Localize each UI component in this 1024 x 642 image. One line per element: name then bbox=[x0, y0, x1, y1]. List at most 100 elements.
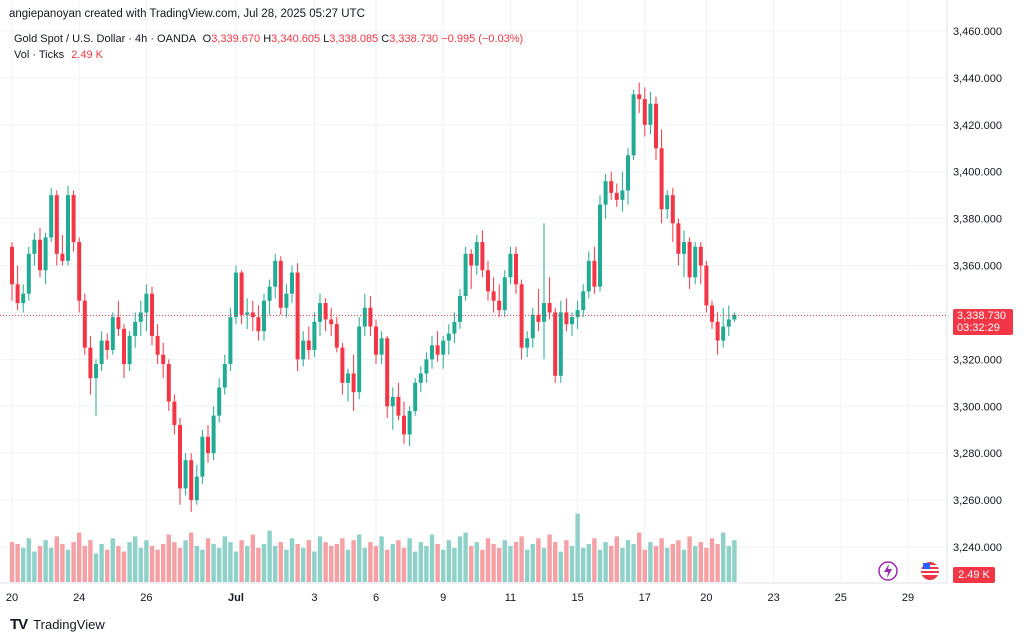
candle-body bbox=[155, 335, 160, 355]
volume-bar bbox=[575, 513, 580, 582]
volume-bar bbox=[513, 542, 519, 582]
candle-body bbox=[642, 99, 647, 125]
candle-body bbox=[54, 195, 59, 254]
footer: TV TradingView bbox=[10, 616, 105, 633]
candle bbox=[536, 289, 541, 332]
candle-body bbox=[43, 237, 48, 271]
volume-bar bbox=[194, 545, 199, 582]
candle-body bbox=[726, 319, 731, 327]
volume-bar bbox=[9, 542, 15, 582]
us-flag-icon[interactable] bbox=[921, 562, 939, 580]
volume-bar bbox=[457, 536, 463, 582]
candle bbox=[222, 354, 227, 395]
time-tick-label: 24 bbox=[73, 592, 85, 604]
candle bbox=[161, 342, 166, 379]
candle bbox=[458, 289, 462, 329]
candle bbox=[446, 324, 451, 355]
candle bbox=[542, 223, 546, 360]
volume-bar bbox=[379, 536, 384, 582]
volume-bar bbox=[373, 545, 379, 582]
candle-body bbox=[586, 260, 591, 292]
candle bbox=[659, 129, 664, 224]
candle bbox=[54, 190, 59, 266]
candle-body bbox=[71, 195, 76, 243]
candle-body bbox=[284, 293, 289, 308]
candle bbox=[110, 312, 115, 355]
volume-bar bbox=[502, 540, 507, 582]
candle-body bbox=[267, 286, 272, 301]
candle-body bbox=[60, 253, 65, 261]
candle bbox=[206, 425, 210, 463]
volume-bar bbox=[121, 551, 127, 582]
candle-body bbox=[474, 242, 479, 266]
candle-body bbox=[200, 436, 205, 477]
candle bbox=[178, 418, 182, 505]
candle-body bbox=[323, 303, 328, 320]
candle-body bbox=[430, 345, 434, 360]
volume-label[interactable]: Vol · Ticks bbox=[14, 49, 65, 61]
candle bbox=[710, 300, 714, 329]
candle-body bbox=[698, 246, 703, 266]
candle bbox=[665, 190, 670, 219]
candle-body bbox=[553, 312, 558, 376]
volume-bar bbox=[155, 549, 160, 582]
footer-brand[interactable]: TradingView bbox=[33, 617, 105, 632]
symbol-title[interactable]: Gold Spot / U.S. Dollar · 4h · OANDA bbox=[14, 33, 196, 45]
volume-bar bbox=[149, 545, 155, 582]
volume-bar bbox=[581, 547, 586, 582]
candle bbox=[306, 326, 311, 360]
candle-body bbox=[290, 272, 294, 294]
candle-body bbox=[458, 296, 462, 322]
time-tick-label: 9 bbox=[440, 592, 446, 604]
candle bbox=[374, 319, 378, 365]
time-tick-label: 26 bbox=[140, 592, 152, 604]
volume-bar bbox=[441, 549, 446, 582]
volume-bar bbox=[273, 545, 278, 582]
volume-bar bbox=[569, 545, 575, 582]
time-tick-label: 15 bbox=[571, 592, 583, 604]
volume-bar bbox=[653, 545, 659, 582]
price-tick-label: 3,400.000 bbox=[953, 167, 1002, 179]
symbol-legend: Gold Spot / U.S. Dollar · 4h · OANDA O3,… bbox=[14, 33, 523, 45]
candle bbox=[463, 246, 468, 301]
candle bbox=[564, 298, 569, 332]
volume-bar bbox=[525, 549, 530, 582]
candle bbox=[256, 305, 261, 341]
candle bbox=[558, 300, 563, 383]
candle bbox=[682, 230, 686, 278]
volume-bar bbox=[26, 538, 31, 582]
candle-body bbox=[396, 396, 401, 416]
candle bbox=[413, 378, 418, 416]
tradingview-logo-icon[interactable]: TV bbox=[10, 616, 28, 633]
volume-bar bbox=[105, 549, 110, 582]
time-tick-label: Jul bbox=[228, 592, 244, 604]
volume-bar bbox=[77, 532, 82, 582]
candle-body bbox=[575, 310, 580, 318]
candle-body bbox=[127, 335, 132, 365]
candle bbox=[581, 284, 586, 318]
volume-bar bbox=[530, 544, 535, 582]
price-tick-label: 3,240.000 bbox=[953, 542, 1002, 554]
candle bbox=[474, 235, 479, 275]
candle-body bbox=[222, 364, 227, 388]
time-axis: 20 24 26 Jul 3 6 9 11 15 17 20 23 25 29 bbox=[6, 592, 914, 604]
candle-body bbox=[329, 319, 334, 325]
candle-body bbox=[178, 425, 182, 489]
lightning-icon[interactable] bbox=[878, 561, 898, 581]
candle-body bbox=[581, 291, 586, 311]
candle-body bbox=[306, 340, 311, 350]
candle bbox=[49, 188, 54, 243]
candle-body bbox=[441, 340, 446, 355]
volume-bar bbox=[670, 544, 675, 582]
volume-bar bbox=[334, 544, 339, 582]
candle bbox=[626, 148, 630, 205]
time-tick-label: 23 bbox=[767, 592, 779, 604]
candle-body bbox=[710, 305, 714, 322]
volume-bar bbox=[469, 545, 474, 582]
candle-body bbox=[491, 291, 496, 301]
candle-body bbox=[514, 253, 518, 285]
candle bbox=[642, 87, 647, 137]
candle-body bbox=[166, 364, 171, 402]
candle-body bbox=[228, 317, 233, 365]
